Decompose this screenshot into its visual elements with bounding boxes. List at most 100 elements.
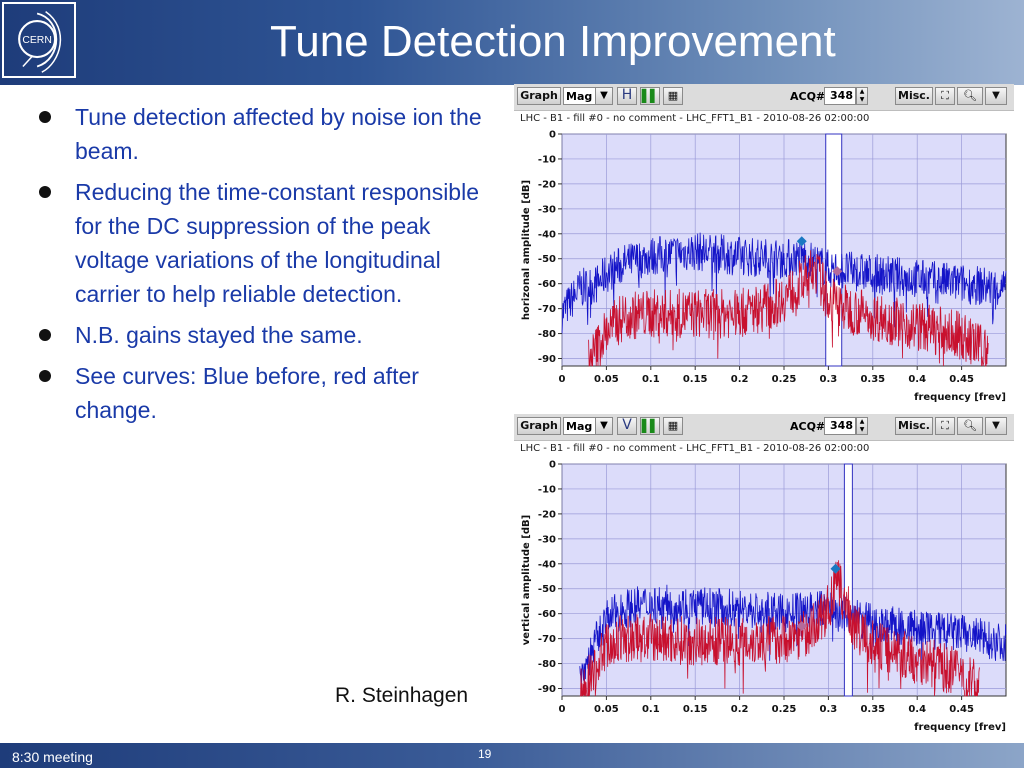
page-number: 19 <box>478 747 492 761</box>
y-tick-label: -50 <box>538 584 556 595</box>
y-tick-label: -90 <box>538 354 556 365</box>
x-axis-label: frequency [frev] <box>914 722 1006 733</box>
slide-title: Tune Detection Improvement <box>270 17 836 66</box>
bullet-text: Reducing the time-constant responsible f… <box>75 179 480 307</box>
bullet-item: N.B. gains stayed the same. <box>30 318 490 352</box>
panel-toolbar: Graph Mag ▼ H ▌▌ ▦ ACQ# 348 ▲ ▼ Misc. ⛶ 🔍… <box>514 84 1014 111</box>
bullet-dot-icon <box>39 329 51 341</box>
plane-toggle-button[interactable]: V <box>617 417 637 435</box>
x-tick-label: 0 <box>559 374 566 385</box>
bullet-text: Tune detection affected by noise ion the… <box>75 104 482 164</box>
x-tick-label: 0.25 <box>772 704 797 715</box>
plane-toggle-button[interactable]: H <box>617 87 637 105</box>
y-tick-label: -60 <box>538 609 556 620</box>
author-name: R. Steinhagen <box>335 684 469 707</box>
peak-marker-1 <box>832 266 843 277</box>
x-tick-label: 0.4 <box>908 374 926 385</box>
misc-button[interactable]: Misc. <box>895 417 933 435</box>
series-line-1 <box>579 560 980 697</box>
chevron-down-icon: ▼ <box>595 88 612 104</box>
peak-marker-1 <box>796 621 807 632</box>
bullet-text: See curves: Blue before, red after chang… <box>75 363 419 423</box>
misc-button[interactable]: Misc. <box>895 87 933 105</box>
table-icon[interactable]: ▦ <box>663 417 683 435</box>
y-axis-label: horizonal amplitude [dB] <box>521 180 532 320</box>
y-tick-label: -30 <box>538 204 556 215</box>
plot-title: LHC - B1 - fill #0 - no comment - LHC_FF… <box>520 113 870 124</box>
acq-spinner-icon[interactable]: ▲ ▼ <box>856 417 868 435</box>
spectrum-chart-horizontal: 0 0.05 0.1 0.15 0.2 0.25 0.3 0.35 0.4 0.45 0 -10 -20… <box>521 130 1007 403</box>
bullet-dot-icon <box>39 111 51 123</box>
acq-label: ACQ# <box>790 420 826 433</box>
y-axis-label: vertical amplitude [dB] <box>521 515 532 645</box>
plot-title: LHC - B1 - fill #0 - no comment - LHC_FF… <box>520 443 870 454</box>
magnifier-icon[interactable]: 🔍︎ <box>957 87 983 105</box>
footer-bar: 8:30 meeting 19 <box>0 743 1024 768</box>
y-tick-label: -60 <box>538 279 556 290</box>
bullet-text: N.B. gains stayed the same. <box>75 322 363 348</box>
cern-logo-icon: CERN <box>18 10 62 73</box>
mode-select[interactable]: Mag ▼ <box>563 417 613 435</box>
graph-button[interactable]: Graph <box>517 417 561 435</box>
acq-number-input[interactable]: 348 <box>824 87 856 105</box>
peak-marker-0 <box>796 236 807 247</box>
y-tick-label: -80 <box>538 659 556 670</box>
x-tick-label: 0.1 <box>642 704 660 715</box>
logo-text: CERN <box>22 35 51 46</box>
chevron-down-icon[interactable]: ▼ <box>985 87 1007 105</box>
y-tick-label: -90 <box>538 684 556 695</box>
zoom-select-icon[interactable]: ⛶ <box>935 87 955 105</box>
x-tick-label: 0 <box>559 704 566 715</box>
mode-select-value: Mag <box>566 420 593 433</box>
magnifier-icon[interactable]: 🔍︎ <box>957 417 983 435</box>
series-line-0 <box>561 232 1007 334</box>
chevron-down-icon: ▼ <box>595 418 612 434</box>
x-tick-label: 0.05 <box>594 704 619 715</box>
y-tick-label: -40 <box>538 559 556 570</box>
x-tick-label: 0.25 <box>772 374 797 385</box>
bullet-item: See curves: Blue before, red after chang… <box>30 359 490 427</box>
y-tick-label: -30 <box>538 534 556 545</box>
x-tick-label: 0.45 <box>949 704 974 715</box>
y-tick-label: -70 <box>538 304 556 315</box>
x-tick-label: 0.35 <box>860 374 885 385</box>
pause-icon[interactable]: ▌▌ <box>640 417 660 435</box>
bullet-item: Reducing the time-constant responsible f… <box>30 175 490 311</box>
header-bar: CERN Tune Detection Improvement <box>0 0 1024 85</box>
x-tick-label: 0.05 <box>594 374 619 385</box>
series-line-1 <box>588 250 989 367</box>
mode-select[interactable]: Mag ▼ <box>563 87 613 105</box>
y-tick-label: 0 <box>549 130 556 141</box>
bullet-dot-icon <box>39 370 51 382</box>
mode-select-value: Mag <box>566 90 593 103</box>
y-tick-label: -50 <box>538 254 556 265</box>
y-tick-label: -10 <box>538 484 556 495</box>
x-tick-label: 0.45 <box>949 374 974 385</box>
pause-icon[interactable]: ▌▌ <box>640 87 660 105</box>
acq-label: ACQ# <box>790 90 826 103</box>
footer-meeting-label: 8:30 meeting <box>12 749 93 765</box>
y-tick-label: -70 <box>538 634 556 645</box>
x-tick-label: 0.3 <box>820 704 838 715</box>
graph-button[interactable]: Graph <box>517 87 561 105</box>
x-tick-label: 0.15 <box>683 374 708 385</box>
chevron-down-icon[interactable]: ▼ <box>985 417 1007 435</box>
x-tick-label: 0.4 <box>908 704 926 715</box>
x-tick-label: 0.3 <box>820 374 838 385</box>
acq-spinner-icon[interactable]: ▲ ▼ <box>856 87 868 105</box>
zoom-select-icon[interactable]: ⛶ <box>935 417 955 435</box>
x-axis-label: frequency [frev] <box>914 392 1006 403</box>
bullet-dot-icon <box>39 186 51 198</box>
spectrum-panel-vertical: Graph Mag ▼ V ▌▌ ▦ ACQ# 348 ▲ ▼ Misc. ⛶ 🔍… <box>514 414 1014 741</box>
y-tick-label: -20 <box>538 509 556 520</box>
panel-toolbar: Graph Mag ▼ V ▌▌ ▦ ACQ# 348 ▲ ▼ Misc. ⛶ 🔍… <box>514 414 1014 441</box>
x-tick-label: 0.15 <box>683 704 708 715</box>
acq-number-input[interactable]: 348 <box>824 417 856 435</box>
spectrum-chart-vertical: 0 0.05 0.1 0.15 0.2 0.25 0.3 0.35 0.4 0.45 0 -10 -20… <box>521 460 1007 733</box>
table-icon[interactable]: ▦ <box>663 87 683 105</box>
x-tick-label: 0.2 <box>731 374 749 385</box>
peak-marker-0 <box>830 563 841 574</box>
cern-logo: CERN <box>2 2 76 78</box>
bullet-item: Tune detection affected by noise ion the… <box>30 100 490 168</box>
y-tick-label: -80 <box>538 329 556 340</box>
